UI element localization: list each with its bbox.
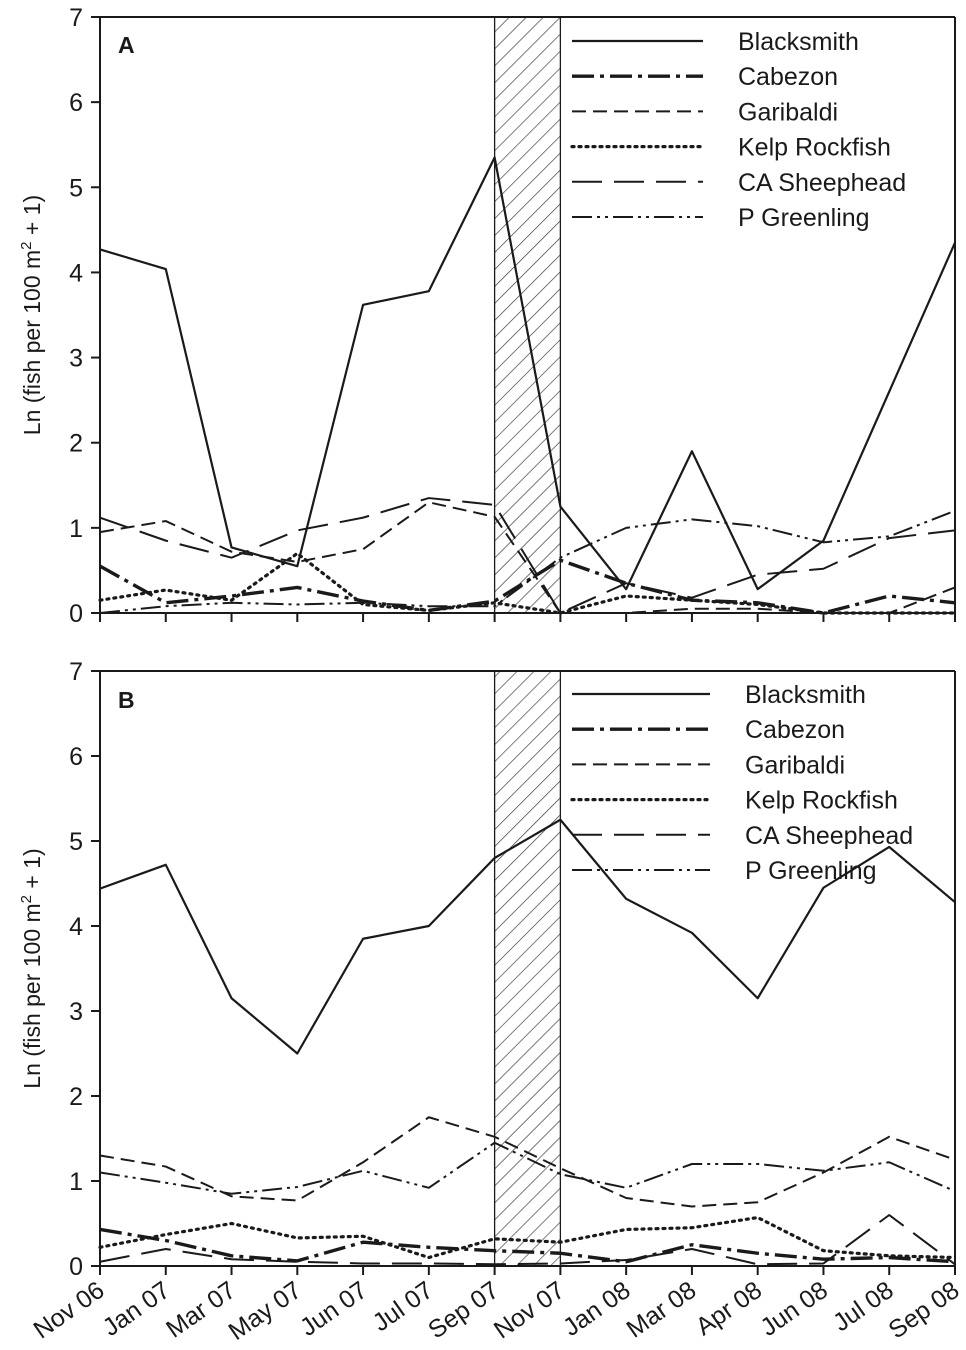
legend-label-p-greenling: P Greenling (745, 857, 877, 885)
series-line-ca-sheephead (99, 497, 956, 614)
legend-label-blacksmith: Blacksmith (745, 681, 866, 709)
series-line-cabezon (99, 558, 956, 615)
legend-label-kelp-rockfish: Kelp Rockfish (745, 787, 898, 815)
panel-a: 0 1 2 3 4 5 6 7 Ln (fish per 100 m2 + 1) A Blacksm… (18, 4, 957, 628)
legend-label-cabezon: Cabezon (745, 716, 845, 744)
x-tick-label: May 07 (224, 1276, 307, 1346)
x-tick-label: Jun 08 (755, 1276, 833, 1342)
y-tick-label: 6 (69, 89, 83, 117)
legend-label-garibaldi: Garibaldi (745, 751, 845, 779)
x-tick-label: Sep 08 (883, 1276, 964, 1344)
series-line-blacksmith (99, 156, 957, 591)
y-tick-label: 3 (69, 998, 83, 1026)
y-tick-label: 5 (69, 828, 83, 856)
legend-label-ca-sheephead: CA Sheephead (738, 169, 906, 197)
y-tick-label: 7 (69, 4, 83, 32)
legend-label-p-greenling: P Greenling (738, 204, 870, 232)
shaded-interval (493, 16, 562, 614)
series-line-p-greenling (99, 509, 956, 614)
y-axis-label: Ln (fish per 100 m2 + 1) (18, 195, 45, 435)
x-tick-label: Apr 08 (691, 1276, 767, 1341)
y-tick-label: 1 (69, 515, 83, 543)
x-tick-label: Sep 07 (423, 1276, 504, 1344)
x-tick-label: Mar 08 (622, 1276, 702, 1344)
x-tick-label: Nov 07 (489, 1276, 570, 1344)
x-tick-label: Jun 07 (295, 1276, 373, 1342)
y-tick-label: 3 (69, 345, 83, 373)
legend-label-blacksmith: Blacksmith (738, 28, 859, 56)
x-tick-label: Jan 08 (558, 1276, 636, 1342)
series-line-ca-sheephead (99, 1214, 956, 1266)
y-tick-label: 4 (69, 259, 83, 287)
y-tick-label: 7 (69, 658, 83, 686)
x-tick-label: Nov 06 (28, 1276, 109, 1344)
x-tick-label: Mar 07 (161, 1276, 241, 1344)
y-axis-label: Ln (fish per 100 m2 + 1) (18, 848, 45, 1088)
y-tick-label: 0 (69, 600, 83, 628)
y-tick-label: 0 (69, 1253, 83, 1281)
series-line-garibaldi (99, 1116, 956, 1208)
series-line-blacksmith (99, 818, 956, 1055)
x-tick-label: Jan 07 (98, 1276, 176, 1342)
series-line-kelp-rockfish (98, 1215, 957, 1260)
legend-label-kelp-rockfish: Kelp Rockfish (738, 134, 891, 162)
legend-label-cabezon: Cabezon (738, 63, 838, 91)
legend-label-garibaldi: Garibaldi (738, 98, 838, 126)
legend-label-ca-sheephead: CA Sheephead (745, 822, 913, 850)
y-tick-label: 2 (69, 430, 83, 458)
series-line-cabezon (99, 1227, 956, 1264)
series-line-p-greenling (99, 1141, 956, 1195)
y-tick-label: 2 (69, 1083, 83, 1111)
panel-label: B (118, 687, 135, 713)
y-tick-label: 5 (69, 174, 83, 202)
y-tick-label: 1 (69, 1168, 83, 1196)
y-tick-label: 4 (69, 913, 83, 941)
panel-label: A (118, 32, 135, 58)
shaded-interval (493, 670, 562, 1267)
y-tick-label: 6 (69, 743, 83, 771)
series-line-kelp-rockfish (98, 551, 957, 615)
